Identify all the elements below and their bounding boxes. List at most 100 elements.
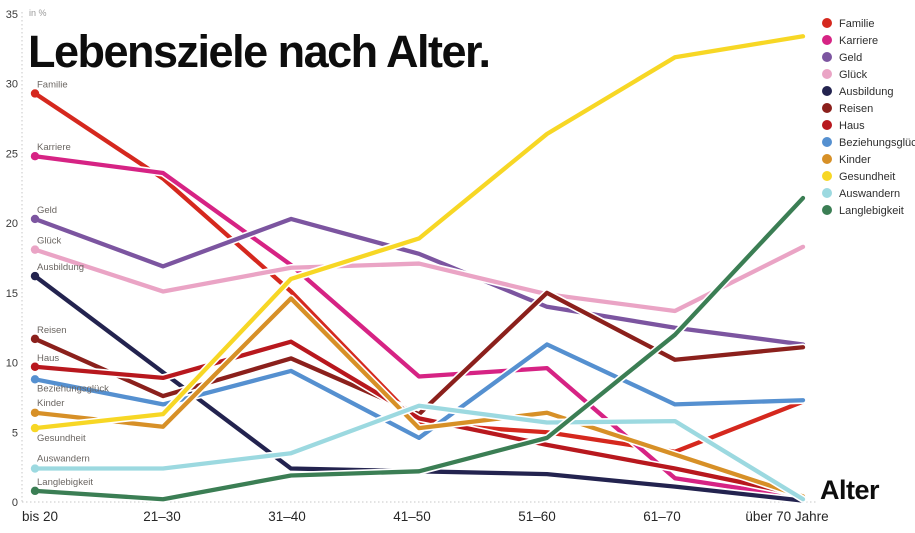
series-start-dot <box>30 89 40 98</box>
legend-label: Glück <box>839 69 868 81</box>
legend-label: Familie <box>839 18 874 30</box>
y-tick-label: 30 <box>6 79 18 91</box>
series-beziehungsglück: Beziehungsglück <box>30 340 807 442</box>
series-karriere: Karriere <box>30 142 807 502</box>
x-tick-label: 21–30 <box>143 509 181 524</box>
y-axis-unit-label: in % <box>29 8 47 18</box>
legend-item: Familie <box>822 18 874 30</box>
series-start-label: Kinder <box>37 398 64 409</box>
legend-swatch <box>822 120 832 130</box>
series-line <box>32 403 806 502</box>
series-haus: Haus <box>30 337 807 499</box>
series-line <box>32 296 806 499</box>
legend-label: Haus <box>839 120 865 132</box>
series-line <box>32 91 806 454</box>
legend-item: Haus <box>822 120 865 132</box>
legend-label: Geld <box>839 52 862 64</box>
series-line <box>32 34 806 431</box>
series-start-dot <box>30 334 40 344</box>
series-start-label: Glück <box>37 236 62 247</box>
x-tick-labels: bis 20 21–30 31–40 41–50 51–60 61–70 über 70 J… <box>22 509 829 524</box>
legend-swatch <box>822 188 832 198</box>
legend-item: Langlebigkeit <box>822 205 904 217</box>
legend-swatch <box>822 103 832 113</box>
series-start-dot <box>30 152 40 161</box>
series-kinder: Kinder <box>30 294 807 501</box>
legend-label: Karriere <box>839 35 878 47</box>
series-start-label: Gesundheit <box>37 433 86 444</box>
series-geld: Geld <box>30 205 807 349</box>
legend-item: Glück <box>822 69 868 81</box>
series-line-casing <box>31 194 807 503</box>
series-start-dot <box>30 408 40 417</box>
legend-swatch <box>822 69 832 79</box>
legend-item: Kinder <box>822 154 871 166</box>
legend-swatch <box>822 35 832 45</box>
y-tick-label: 25 <box>6 148 18 160</box>
legend-swatch <box>822 86 832 96</box>
legend-swatch <box>822 18 832 28</box>
series-line <box>32 216 806 347</box>
series-line <box>32 195 806 502</box>
y-tick-label: 5 <box>12 427 18 439</box>
x-tick-label: über 70 Jahre <box>745 509 828 524</box>
y-tick-labels: 0 5 10 15 20 25 30 35 <box>6 9 18 509</box>
series-start-label: Haus <box>37 353 59 364</box>
legend-swatch <box>822 137 832 147</box>
series-line-casing <box>31 32 807 432</box>
y-tick-label: 0 <box>12 497 18 509</box>
series-line <box>32 154 806 500</box>
legend-swatch <box>822 205 832 215</box>
legend-label: Langlebigkeit <box>839 205 904 217</box>
series-line <box>32 290 806 417</box>
legend-label: Ausbildung <box>839 86 893 98</box>
series-start-label: Langlebigkeit <box>37 477 93 488</box>
y-tick-label: 10 <box>6 358 18 370</box>
series-start-dot <box>30 362 40 371</box>
series-start-dot <box>30 375 40 384</box>
legend-label: Beziehungsglück <box>839 137 915 149</box>
legend-label: Auswandern <box>839 188 900 200</box>
y-tick-label: 20 <box>6 218 18 230</box>
x-tick-label: 31–40 <box>268 509 306 524</box>
legend-item: Gesundheit <box>822 171 895 183</box>
x-tick-label: bis 20 <box>22 509 58 524</box>
series-start-label: Karriere <box>37 142 71 153</box>
legend-item: Karriere <box>822 35 878 47</box>
series-line <box>32 244 806 314</box>
series-start-dot <box>30 245 40 254</box>
series-start-dot <box>30 271 40 281</box>
series-line-casing <box>31 89 807 456</box>
legend-label: Reisen <box>839 103 873 115</box>
series-glück: Glück <box>30 236 807 315</box>
x-tick-label: 41–50 <box>393 509 431 524</box>
legend-item: Reisen <box>822 103 873 115</box>
series-gesundheit: Gesundheit <box>30 32 807 444</box>
series-start-label: Ausbildung <box>37 262 84 273</box>
legend-item: Geld <box>822 52 862 64</box>
series-start-label: Auswandern <box>37 454 90 465</box>
legend-item: Auswandern <box>822 188 900 200</box>
series-start-dot <box>30 464 40 473</box>
legend-swatch <box>822 154 832 164</box>
x-tick-label: 61–70 <box>643 509 681 524</box>
series-start-dot <box>30 486 40 496</box>
x-axis-title: Alter <box>820 475 880 505</box>
legend-swatch <box>822 171 832 181</box>
series-line-casing <box>31 289 807 418</box>
legend-label: Kinder <box>839 154 871 166</box>
series-start-label: Beziehungsglück <box>37 383 109 394</box>
y-tick-label: 35 <box>6 9 18 21</box>
series-start-label: Familie <box>37 79 68 90</box>
series-start-label: Geld <box>37 205 57 216</box>
series-line <box>32 339 806 498</box>
legend-item: Ausbildung <box>822 86 893 98</box>
legend: Familie Karriere Geld Glück Ausbildung Reisen… <box>822 18 915 217</box>
legend-item: Beziehungsglück <box>822 137 915 149</box>
series-start-label: Reisen <box>37 325 67 336</box>
y-tick-label: 15 <box>6 288 18 300</box>
series-start-dot <box>30 423 40 433</box>
legend-label: Gesundheit <box>839 171 895 183</box>
